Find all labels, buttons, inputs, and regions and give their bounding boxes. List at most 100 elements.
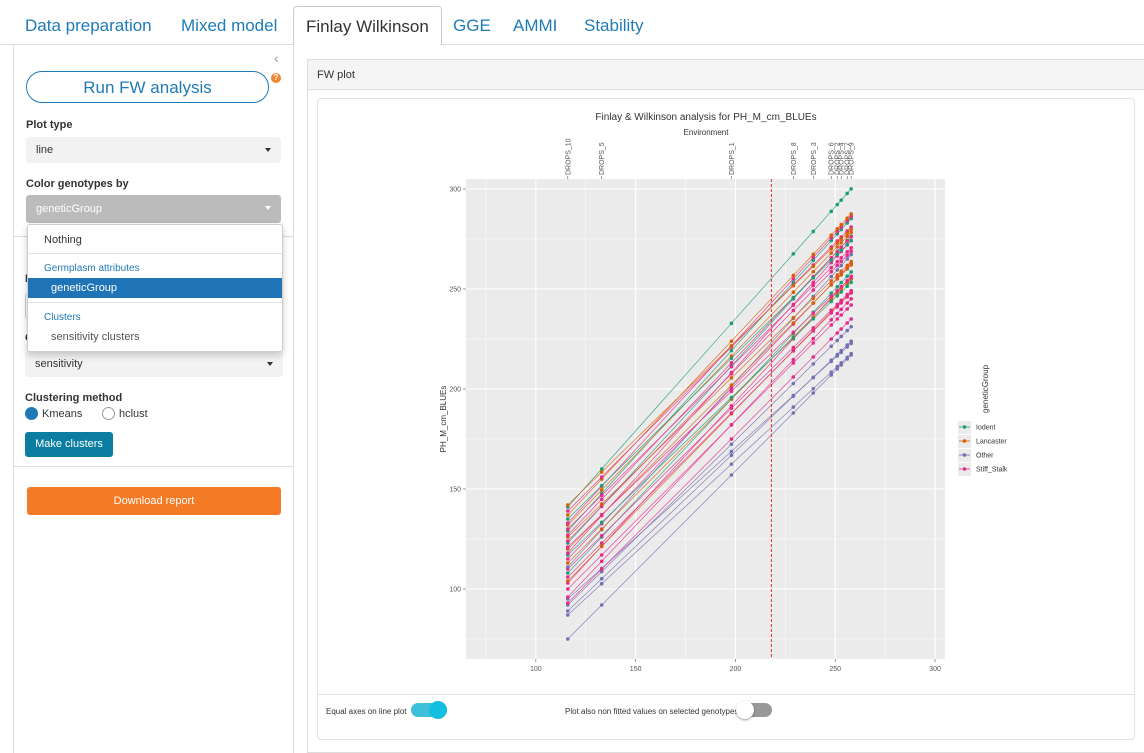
tab-data-preparation[interactable]: Data preparation	[25, 16, 152, 35]
tab-stability[interactable]: Stability	[584, 16, 644, 35]
equal-axes-toggle[interactable]	[411, 701, 447, 719]
data-point	[839, 327, 844, 331]
data-point	[791, 336, 796, 340]
panel-title: FW plot	[308, 60, 1144, 90]
genotype-line	[567, 353, 852, 616]
genotype-line	[567, 304, 852, 590]
data-point	[829, 294, 834, 298]
tab-finlay-wilkinson[interactable]: Finlay Wilkinson	[293, 6, 442, 46]
cluster-select[interactable]: sensitivity	[25, 351, 283, 377]
data-point	[729, 344, 734, 348]
data-point	[599, 541, 604, 545]
toggle-knob	[736, 701, 754, 719]
genotype-line	[567, 229, 852, 506]
dropdown-option-nothing[interactable]: Nothing	[44, 234, 82, 246]
data-point	[599, 467, 604, 471]
data-point	[599, 603, 604, 607]
dropdown-option-geneticgroup[interactable]: geneticGroup	[28, 278, 282, 298]
data-point	[729, 321, 734, 326]
data-point	[599, 488, 604, 492]
data-point	[845, 284, 850, 288]
data-point	[829, 256, 834, 260]
data-point	[565, 517, 570, 521]
legend-label: Other	[976, 453, 994, 460]
legend-key-point	[962, 467, 967, 471]
data-point	[829, 344, 834, 349]
collapse-sidebar-icon[interactable]: ‹	[274, 50, 279, 66]
data-point	[811, 336, 816, 341]
data-point	[811, 386, 816, 391]
data-point	[811, 258, 816, 263]
data-point	[849, 252, 853, 257]
cluster-select-value: sensitivity	[35, 358, 83, 370]
data-point	[791, 321, 796, 325]
genotype-line	[567, 240, 852, 520]
data-point	[835, 288, 840, 293]
data-point	[845, 292, 850, 297]
legend-label: Stiff_Stalk	[976, 467, 1008, 474]
tab-gge[interactable]: GGE	[453, 16, 491, 35]
data-point	[729, 361, 734, 365]
data-point	[729, 473, 734, 477]
kmeans-radio[interactable]	[25, 407, 38, 420]
data-point	[599, 497, 604, 502]
chevron-down-icon	[267, 362, 273, 366]
tab-mixed-model[interactable]: Mixed model	[181, 16, 278, 35]
data-point	[599, 553, 604, 557]
plot-type-label: Plot type	[26, 119, 73, 131]
data-point	[845, 321, 850, 325]
data-point	[845, 253, 850, 258]
data-point	[849, 288, 853, 293]
data-point	[839, 222, 844, 227]
data-point	[835, 259, 840, 264]
x-tick-label: 100	[530, 666, 542, 673]
tab-ammi[interactable]: AMMI	[513, 16, 558, 35]
data-point	[845, 234, 850, 239]
data-point	[829, 238, 834, 243]
download-report-button[interactable]: Download report	[27, 487, 281, 515]
data-point	[565, 609, 570, 613]
data-point	[791, 361, 796, 365]
fw-plot-panel: FW plot DROPS_10 DROPS_5 DROPS_1 DROPS_8 DRO…	[307, 59, 1144, 753]
data-point	[845, 345, 850, 349]
data-point	[849, 341, 853, 346]
dropdown-option-sensitivity-clusters[interactable]: sensitivity clusters	[51, 331, 140, 343]
genotype-line	[567, 282, 852, 556]
non-fitted-toggle[interactable]	[736, 701, 772, 719]
data-point	[845, 191, 850, 196]
data-point	[829, 274, 834, 279]
data-point	[839, 245, 844, 250]
color-genotypes-select[interactable]: geneticGroup	[26, 195, 281, 223]
genotype-line	[567, 298, 852, 598]
legend-key-point	[962, 425, 967, 429]
data-point	[565, 637, 570, 641]
plot-type-select[interactable]: line	[26, 137, 281, 163]
hclust-radio[interactable]	[102, 407, 115, 420]
run-fw-analysis-button[interactable]: Run FW analysis	[26, 71, 269, 103]
data-point	[845, 257, 850, 261]
fw-chart: DROPS_10 DROPS_5 DROPS_1 DROPS_8 DROPS_3 DROP…	[439, 112, 1008, 673]
environment-label: DROPS_7	[845, 142, 852, 175]
data-point	[845, 216, 850, 220]
data-point	[811, 280, 816, 285]
environment-label: DROPS_10	[565, 138, 572, 175]
data-point	[565, 601, 570, 605]
data-point	[599, 470, 604, 474]
data-point	[565, 539, 570, 543]
data-point	[835, 232, 840, 236]
data-point	[565, 587, 570, 591]
help-icon[interactable]: ?	[271, 73, 281, 83]
data-point	[599, 512, 604, 517]
data-point	[811, 362, 816, 366]
data-point	[849, 351, 853, 356]
data-point	[791, 381, 796, 386]
environment-label: DROPS_9	[849, 142, 856, 175]
data-point	[729, 389, 734, 394]
data-point	[729, 406, 734, 411]
genotype-line	[567, 254, 852, 568]
data-point	[565, 571, 570, 575]
data-point	[835, 249, 840, 254]
make-clusters-button[interactable]: Make clusters	[25, 432, 113, 457]
data-point	[599, 502, 604, 506]
data-point	[839, 284, 844, 289]
